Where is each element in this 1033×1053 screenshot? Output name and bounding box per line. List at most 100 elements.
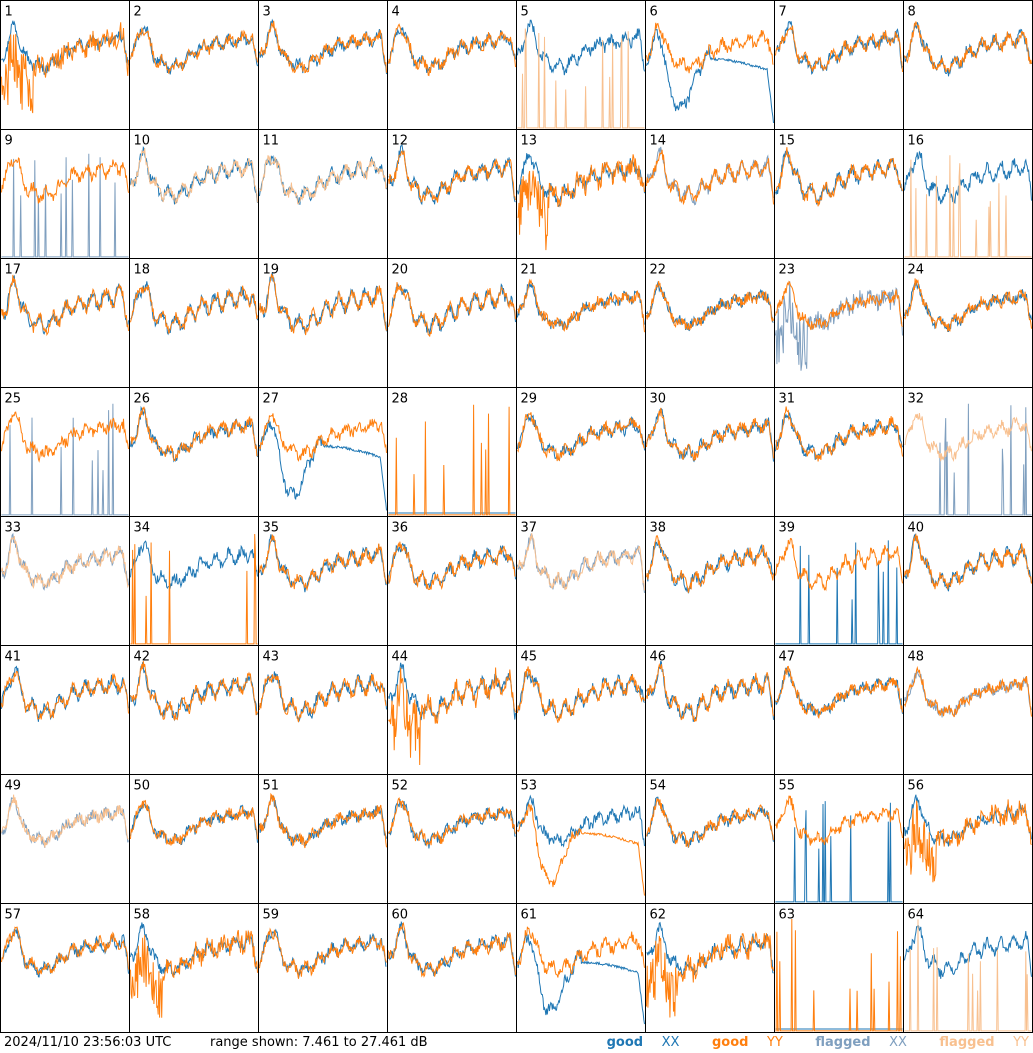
panel-28: 28	[387, 387, 517, 517]
panel-35: 35	[258, 516, 388, 646]
panel-frame	[774, 129, 904, 259]
panel-number: 6	[650, 5, 658, 20]
series-yy-39	[775, 537, 903, 592]
panel-number: 44	[392, 650, 409, 665]
series-xx-9	[1, 153, 129, 258]
panel-number: 23	[779, 263, 796, 278]
panel-frame	[645, 645, 775, 775]
panel-7: 7	[774, 0, 904, 130]
series-yy-30	[646, 407, 774, 461]
panel-frame	[774, 774, 904, 904]
panel-1: 1	[0, 0, 130, 130]
panel-frame	[903, 516, 1033, 646]
panel-frame	[903, 0, 1033, 130]
panel-frame	[0, 774, 130, 904]
panel-number: 42	[134, 650, 151, 665]
panel-number: 48	[908, 650, 925, 665]
panel-frame	[387, 0, 517, 130]
panel-15: 15	[774, 129, 904, 259]
panel-number: 63	[779, 908, 796, 923]
legend-good-yy: good YY	[711, 1035, 783, 1050]
series-xx-25	[1, 403, 129, 516]
panel-frame	[903, 774, 1033, 904]
series-xx-53	[517, 794, 645, 848]
panel-number: 31	[779, 392, 796, 407]
panel-frame	[0, 0, 130, 130]
panel-frame	[387, 258, 517, 388]
panel-60: 60	[387, 903, 517, 1033]
series-xx-17	[1, 274, 129, 335]
series-xx-32	[904, 403, 1032, 516]
panel-number: 33	[5, 521, 22, 536]
panel-number: 45	[521, 650, 538, 665]
panel-frame	[645, 516, 775, 646]
panel-number: 36	[392, 521, 409, 536]
panel-frame	[0, 387, 130, 517]
panel-frame	[387, 774, 517, 904]
panel-frame	[129, 0, 259, 130]
range-text: range shown: 7.461 to 27.461 dB	[210, 1035, 428, 1050]
panel-59: 59	[258, 903, 388, 1033]
series-yy-12	[388, 150, 516, 203]
panel-number: 4	[392, 5, 400, 20]
legend-good-xx: good XX	[606, 1035, 680, 1050]
panel-number: 25	[5, 392, 22, 407]
timestamp: 2024/11/10 23:56:03 UTC	[4, 1035, 172, 1050]
panel-number: 46	[650, 650, 667, 665]
series-yy-58	[130, 929, 258, 1018]
panel-number: 12	[392, 134, 409, 149]
series-yy-52	[388, 797, 516, 847]
panel-number: 40	[908, 521, 925, 536]
panel-frame	[774, 0, 904, 130]
series-yy-26	[130, 406, 258, 462]
panel-37: 37	[516, 516, 646, 646]
series-xx-6	[646, 28, 774, 124]
series-yy-56	[904, 799, 1032, 883]
series-yy-3	[259, 20, 387, 74]
panel-46: 46	[645, 645, 775, 775]
panel-number: 3	[263, 5, 271, 20]
panel-57: 57	[0, 903, 130, 1033]
series-yy-27	[259, 413, 387, 462]
panel-32: 32	[903, 387, 1033, 517]
panel-frame	[645, 258, 775, 388]
panel-40: 40	[903, 516, 1033, 646]
series-yy-64	[904, 919, 1032, 1032]
panel-11: 11	[258, 129, 388, 259]
panel-number: 52	[392, 779, 409, 794]
panel-44: 44	[387, 645, 517, 775]
panel-number: 10	[134, 134, 151, 149]
panel-frame	[0, 645, 130, 775]
panel-number: 8	[908, 5, 916, 20]
panel-frame	[645, 129, 775, 259]
series-xx-61	[517, 934, 645, 1025]
panel-number: 21	[521, 263, 538, 278]
panel-number: 49	[5, 779, 22, 794]
panel-number: 59	[263, 908, 280, 923]
panel-frame	[387, 516, 517, 646]
series-yy-40	[904, 533, 1032, 590]
panel-number: 28	[392, 392, 409, 407]
panel-number: 57	[5, 908, 22, 923]
series-yy-36	[388, 541, 516, 591]
panel-frame	[645, 387, 775, 517]
panel-number: 32	[908, 392, 925, 407]
panel-number: 9	[5, 134, 13, 149]
panel-22: 22	[645, 258, 775, 388]
series-yy-2	[130, 26, 258, 74]
series-yy-13	[517, 154, 645, 251]
legend: good XX good YY flagged XX flagged YY	[579, 1035, 1029, 1050]
series-yy-62	[646, 931, 774, 1018]
series-xx-16	[904, 150, 1032, 205]
panel-number: 19	[263, 263, 280, 278]
panel-number: 64	[908, 908, 925, 923]
panel-14: 14	[645, 129, 775, 259]
series-yy-60	[388, 921, 516, 978]
panel-number: 58	[134, 908, 151, 923]
panel-number: 34	[134, 521, 151, 536]
panel-frame	[0, 258, 130, 388]
series-yy-35	[259, 534, 387, 592]
series-yy-49	[1, 794, 129, 848]
panel-number: 53	[521, 779, 538, 794]
